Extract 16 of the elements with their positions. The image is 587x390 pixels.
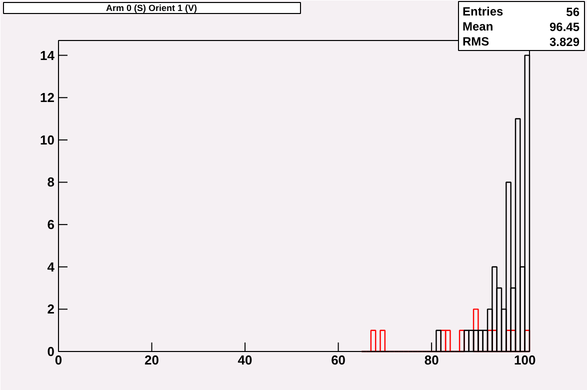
y-tick-label: 8 [47,174,55,190]
y-tick-label: 2 [47,302,55,317]
y-tick-label: 10 [40,132,55,148]
y-tick-label: 4 [47,259,56,274]
text: Entries 56 [462,4,580,19]
x-tick-label: 60 [331,352,346,368]
x-tick-label: 80 [424,352,439,368]
x-tick-label: 40 [238,352,252,368]
y-tick-label: 12 [40,90,55,106]
x-tick-label: 20 [144,352,160,368]
text: RMS 3.829 [462,34,580,49]
y-tick-label: 6 [47,217,55,232]
text: Mean 96.45 [462,20,580,34]
chart-title: Arm 0 (S) Orient 1 (V) [106,3,198,13]
x-tick-label: 100 [514,352,536,368]
y-tick-label: 14 [40,48,56,63]
